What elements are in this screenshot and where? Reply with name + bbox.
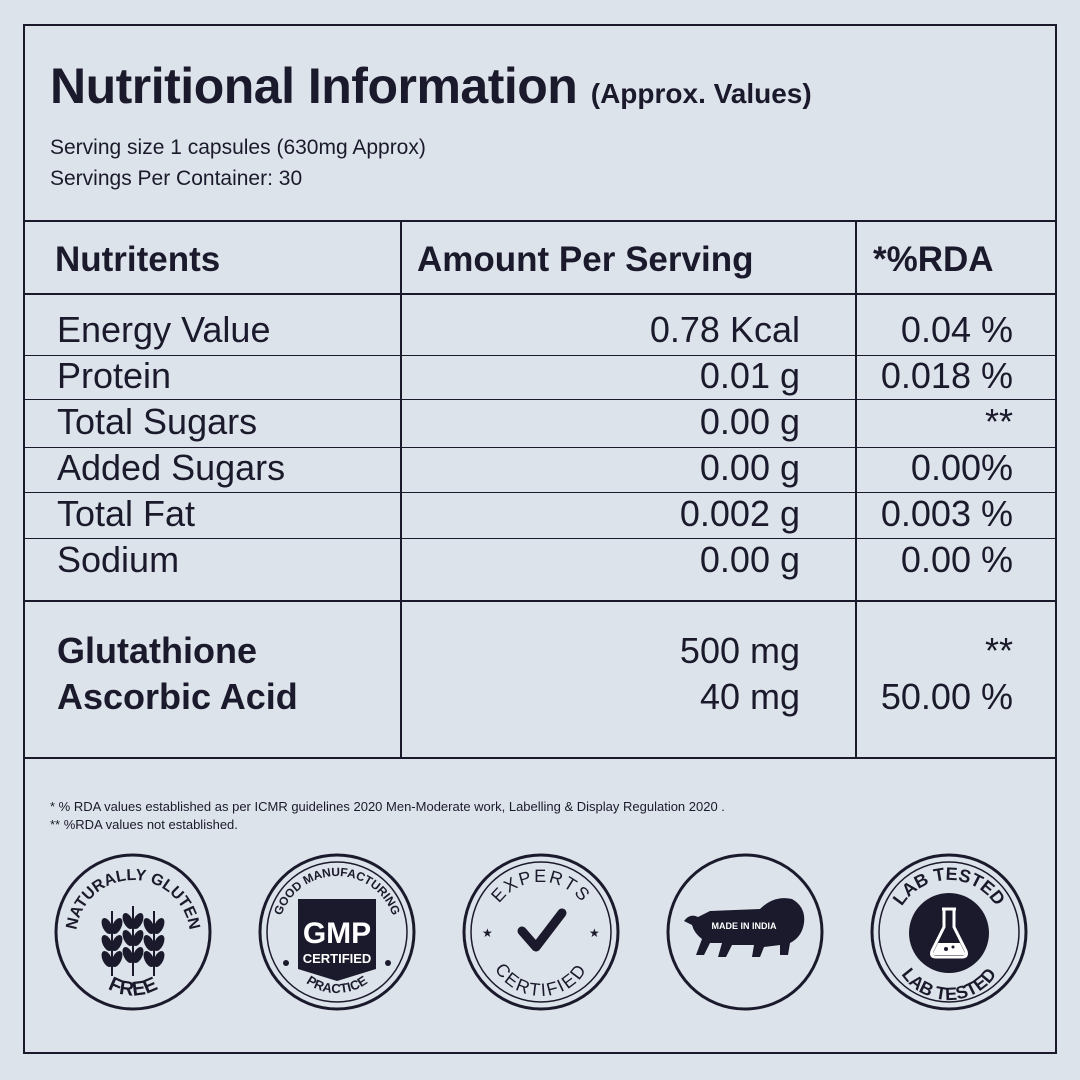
svg-text:CERTIFIED: CERTIFIED [491,959,591,1000]
row-divider [25,355,1055,356]
footnote-rda: * % RDA values established as per ICMR g… [50,799,725,814]
nutrient-rda: 0.00 % [900,539,1013,580]
svg-text:EXPERTS: EXPERTS [487,866,595,906]
svg-text:PRACTICE: PRACTICE [304,972,370,996]
gmp-icon: GOOD MANUFACTURING PRACTICE GMP CERTIFIE… [258,853,416,1011]
gluten-free-badge: NATURALLY GLUTEN FREE [52,851,214,1013]
svg-text:★: ★ [482,926,493,940]
column-divider-1 [400,220,402,759]
nutrient-rda: 0.04 % [900,309,1013,350]
flask-icon: LAB TESTED LAB TESTED [870,853,1028,1011]
nutrient-rda: 0.00% [910,447,1013,488]
row-divider [25,538,1055,539]
serving-info: Serving size 1 capsules (630mg Approx) S… [50,132,1030,194]
active-amount: 500 mg [679,630,800,671]
nutrient-name: Added Sugars [57,447,286,488]
table-row: Protein 0.01 g 0.018 % [25,353,1055,399]
nutrient-rda: ** [984,401,1013,442]
checkmark-icon: EXPERTS CERTIFIED ★ ★ [462,853,620,1011]
active-name: Glutathione [57,630,257,671]
panel-title: Nutritional Information (Approx. Values) [50,56,1030,124]
svg-text:FREE: FREE [105,973,160,1001]
nutrient-name: Total Sugars [57,401,258,442]
active-name: Ascorbic Acid [57,676,298,717]
active-row: Ascorbic Acid 40 mg 50.00 % [25,674,1055,720]
nutrient-rda: 0.003 % [880,493,1013,534]
nutrient-name: Total Fat [57,493,196,534]
nutrient-amount: 0.78 Kcal [649,309,800,350]
made-in-india-text: MADE IN INDIA [712,921,778,931]
lab-tested-badge: LAB TESTED LAB TESTED [868,851,1030,1013]
table-row: Sodium 0.00 g 0.00 % [25,537,1055,583]
made-in-india-badge: MADE IN INDIA [664,851,826,1013]
badge-bottom-text: CERTIFIED [491,959,589,1000]
footnote-not-established: ** %RDA values not established. [50,817,238,832]
title-suffix: (Approx. Values) [590,78,812,109]
row-divider [25,447,1055,448]
lion-icon: MADE IN INDIA [666,853,824,1011]
nutrient-name: Protein [57,355,172,396]
servings-per-container: Servings Per Container: 30 [50,167,303,190]
column-header-amount: Amount Per Serving [417,240,754,279]
nutrient-name: Sodium [57,539,180,580]
actives-top-border [25,600,1055,602]
nutrient-amount: 0.01 g [699,355,800,396]
badge-top-text: EXPERTS [487,866,593,906]
nutrient-name: Energy Value [57,309,271,350]
table-row: Added Sugars 0.00 g 0.00% [25,445,1055,491]
nutrient-amount: 0.00 g [699,401,800,442]
nutrient-amount: 0.002 g [679,493,800,534]
svg-text:★: ★ [589,926,600,940]
table-row: Energy Value 0.78 Kcal 0.04 % [25,307,1055,353]
column-header-rda: *%RDA [873,240,994,279]
certification-badges: NATURALLY GLUTEN FREE [50,851,1030,1016]
row-divider [25,399,1055,400]
row-divider [25,492,1055,493]
panel-header: Nutritional Information (Approx. Values)… [50,56,1030,194]
nutrition-panel: Nutritional Information (Approx. Values)… [23,24,1057,1054]
serving-size: Serving size 1 capsules (630mg Approx) [50,136,426,159]
active-row: Glutathione 500 mg ** [25,628,1055,674]
header-bottom-border [25,293,1055,295]
active-amount: 40 mg [699,676,800,717]
active-rda: 50.00 % [880,676,1013,717]
experts-certified-badge: EXPERTS CERTIFIED ★ ★ [460,851,622,1013]
nutrient-amount: 0.00 g [699,447,800,488]
table-top-border [25,220,1055,222]
gmp-badge: GOOD MANUFACTURING PRACTICE GMP CERTIFIE… [256,851,418,1013]
nutrient-rda: 0.018 % [880,355,1013,396]
active-rda: ** [984,630,1013,671]
badge-bottom-text: FREE [105,973,160,1001]
nutrient-amount: 0.00 g [699,539,800,580]
column-header-nutrients: Nutritents [55,240,221,279]
title-main: Nutritional Information [50,58,578,114]
gmp-text: GMP [303,917,371,950]
wheat-icon: NATURALLY GLUTEN FREE [54,853,212,1011]
column-divider-2 [855,220,857,759]
table-row: Total Sugars 0.00 g ** [25,399,1055,445]
certified-text: CERTIFIED [303,951,372,966]
table-bottom-border [25,757,1055,759]
badge-bottom-text: PRACTICE [304,972,370,996]
table-row: Total Fat 0.002 g 0.003 % [25,491,1055,537]
